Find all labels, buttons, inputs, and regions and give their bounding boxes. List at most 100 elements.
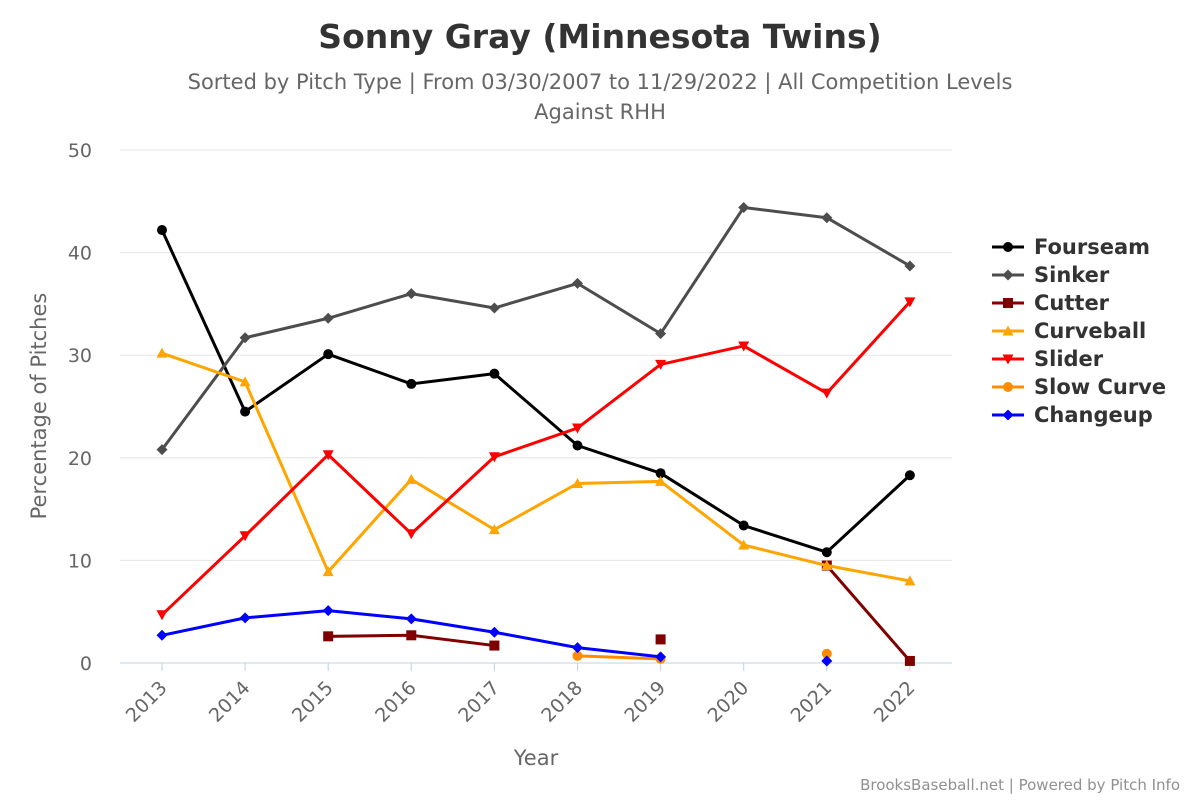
point-changeup-2013 <box>156 629 168 641</box>
legend-marker-fourseam <box>1003 242 1013 252</box>
point-cutter-2015 <box>323 631 334 642</box>
point-curveball-2021 <box>821 560 833 571</box>
legend-item-changeup[interactable]: Changeup <box>992 403 1153 427</box>
x-tick-label-2015: 2015 <box>288 677 338 727</box>
legend-label-fourseam: Fourseam <box>1034 235 1150 259</box>
x-tick-label-2013: 2013 <box>122 677 172 727</box>
line-sinker <box>160 205 911 451</box>
line-curveball <box>161 351 911 583</box>
point-slider-2017 <box>488 452 500 463</box>
y-tick-label-50: 50 <box>68 140 92 162</box>
y-axis-title: Percentage of Pitches <box>27 293 51 520</box>
legend-item-slow-curve[interactable]: Slow Curve <box>992 375 1166 399</box>
point-sinker-2016 <box>405 288 417 300</box>
point-sinker-2017 <box>488 302 500 314</box>
point-curveball-2013 <box>156 347 168 358</box>
point-cutter-2022 <box>904 655 915 666</box>
series-slider <box>156 297 916 621</box>
point-slider-2022 <box>904 297 916 308</box>
point-curveball-2015 <box>322 566 334 577</box>
point-slider-2016 <box>405 529 417 540</box>
legend-item-slider[interactable]: Slider <box>992 347 1104 371</box>
x-axis-ticks: 2013 2014 2015 2016 2017 2018 2019 2020 2021 2022 <box>122 663 920 727</box>
point-curveball-2014 <box>239 376 251 387</box>
x-tick-label-2020: 2020 <box>703 677 753 727</box>
x-tick-label-2014: 2014 <box>205 677 255 727</box>
legend-marker-cutter <box>1003 298 1013 308</box>
legend-item-curveball[interactable]: Curveball <box>992 319 1146 343</box>
point-slider-2021 <box>821 388 833 399</box>
series-fourseam <box>157 225 915 558</box>
legend-label-slider: Slider <box>1034 347 1104 371</box>
point-fourseam-2015 <box>323 349 334 360</box>
point-changeup-2016 <box>405 613 417 625</box>
y-tick-label-40: 40 <box>68 243 92 265</box>
point-fourseam-2018 <box>572 440 583 451</box>
point-slow-curve-2018 <box>572 650 583 661</box>
series-sinker <box>156 201 916 456</box>
point-curveball-2017 <box>488 524 500 535</box>
point-sinker-2015 <box>322 312 334 324</box>
point-fourseam-2017 <box>489 368 500 379</box>
point-fourseam-2020 <box>738 520 749 531</box>
x-tick-label-2016: 2016 <box>371 677 421 727</box>
line-cutter <box>825 564 912 662</box>
line-fourseam <box>160 229 911 554</box>
point-fourseam-2019 <box>655 468 666 479</box>
point-slider-2015 <box>322 450 334 461</box>
gridlines <box>120 149 952 664</box>
x-axis-title: Year <box>513 746 559 770</box>
point-slider-2014 <box>239 531 251 542</box>
point-slider-2019 <box>655 359 667 370</box>
line-slider <box>160 300 912 616</box>
point-curveball-2022 <box>904 575 916 586</box>
point-fourseam-2022 <box>904 470 915 481</box>
legend-item-fourseam[interactable]: Fourseam <box>992 235 1150 259</box>
series-layer <box>156 201 916 667</box>
point-changeup-2021 <box>821 655 833 667</box>
x-tick-label-2018: 2018 <box>537 677 587 727</box>
point-changeup-2018 <box>572 642 583 654</box>
y-tick-label-0: 0 <box>80 653 92 675</box>
x-tick-label-2021: 2021 <box>787 677 837 727</box>
point-changeup-2015 <box>322 605 334 617</box>
point-sinker-2020 <box>738 201 750 213</box>
y-tick-label-30: 30 <box>68 345 92 367</box>
point-fourseam-2013 <box>157 225 167 236</box>
legend-label-cutter: Cutter <box>1034 291 1110 315</box>
legend-label-slow-curve: Slow Curve <box>1034 375 1166 399</box>
point-sinker-2019 <box>655 328 667 340</box>
point-curveball-2020 <box>738 539 750 550</box>
point-sinker-2021 <box>821 212 833 224</box>
point-changeup-2014 <box>239 612 251 624</box>
legend-marker-changeup <box>1002 409 1014 421</box>
point-curveball-2016 <box>405 473 417 484</box>
legend-item-sinker[interactable]: Sinker <box>992 263 1110 287</box>
credits[interactable]: BrooksBaseball.net | Powered by Pitch In… <box>860 776 1180 794</box>
legend-item-cutter[interactable]: Cutter <box>992 291 1110 315</box>
series-curveball <box>156 347 916 586</box>
legend-marker-sinker <box>1002 269 1014 281</box>
chart-subtitle-line1: Sorted by Pitch Type | From 03/30/2007 t… <box>188 70 1013 95</box>
point-slow-curve-2021 <box>821 648 832 659</box>
point-curveball-2018 <box>572 477 583 488</box>
legend: Fourseam Sinker Cutter Curveball Slider Slow … <box>992 235 1166 427</box>
point-curveball-2019 <box>655 475 667 486</box>
point-changeup-2017 <box>488 626 500 638</box>
y-axis-ticks: 0 10 20 30 40 50 <box>68 140 92 675</box>
y-tick-label-20: 20 <box>68 448 92 470</box>
x-tick-label-2022: 2022 <box>870 677 920 727</box>
point-slider-2013 <box>156 610 168 621</box>
series-changeup <box>156 605 833 667</box>
point-sinker-2013 <box>156 444 168 456</box>
line-slow-curve <box>577 654 661 661</box>
series-slow-curve <box>572 648 832 664</box>
point-fourseam-2014 <box>240 406 251 417</box>
series-cutter <box>323 560 915 666</box>
point-cutter-2019 <box>655 634 666 645</box>
point-slider-2020 <box>738 341 750 352</box>
x-tick-label-2019: 2019 <box>620 677 670 727</box>
x-tick-label-2017: 2017 <box>454 677 504 727</box>
